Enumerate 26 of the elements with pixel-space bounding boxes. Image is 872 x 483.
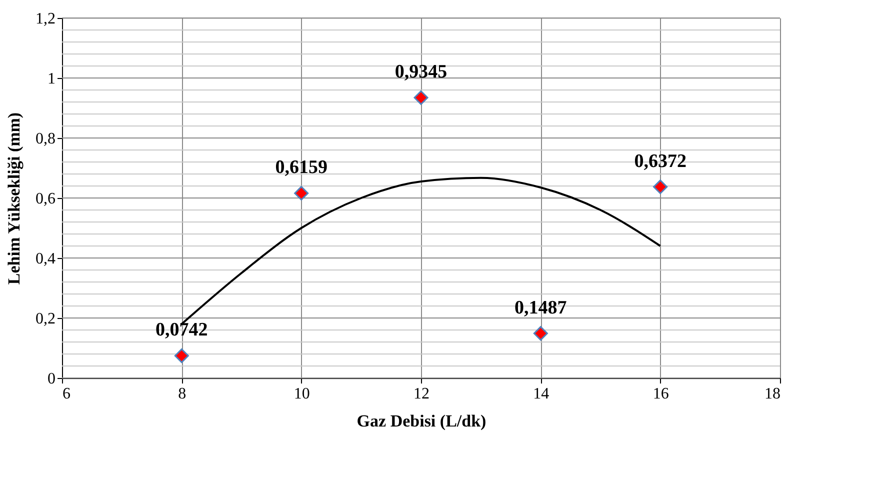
x-tick-label: 8 (178, 386, 186, 402)
point (533, 326, 548, 341)
y-tick-label: 0,6 (36, 190, 56, 208)
x-tick-label: 6 (62, 386, 70, 402)
y-axis-title: Lehim Yüksekliği (mm) (4, 112, 24, 285)
data-label: 0,1487 (514, 297, 568, 318)
data-label: 0,9345 (394, 62, 448, 83)
data-label: 0,0742 (156, 320, 208, 341)
y-tick-label: 0,4 (36, 250, 56, 268)
y-tick-label: 1,2 (36, 10, 56, 28)
point (174, 348, 189, 364)
x-tick-label: 10 (294, 386, 310, 402)
x-axis-title: Gaz Debisi (L/dk) (356, 412, 486, 430)
y-tick-label: 0,2 (36, 310, 56, 328)
data-label: 0,6372 (634, 150, 686, 172)
point (653, 180, 668, 194)
x-tick-label: 16 (652, 386, 669, 402)
point (294, 186, 309, 200)
x-tick-label: 18 (764, 386, 780, 402)
y-tick-label: 0,8 (36, 130, 56, 148)
data-label: 0,6159 (275, 157, 328, 178)
x-tick-label: 12 (414, 386, 430, 402)
y-tick-label: 0 (48, 370, 56, 388)
y-tick-label: 1 (48, 70, 56, 88)
x-tick-label: 14 (533, 386, 550, 402)
point (414, 90, 428, 105)
